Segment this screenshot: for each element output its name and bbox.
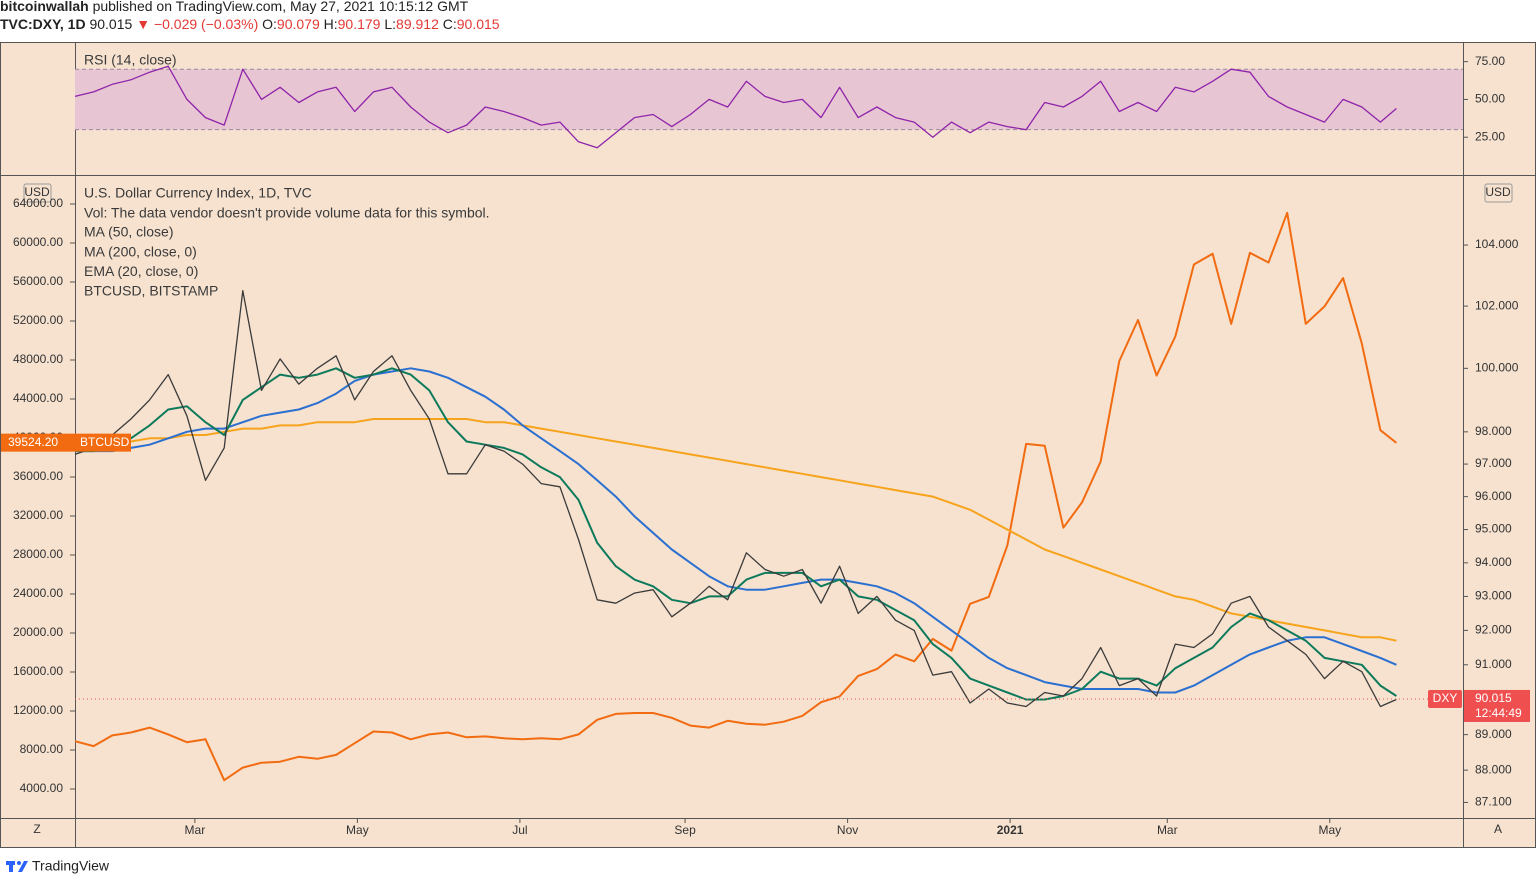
x-tick-label: Sep (674, 823, 696, 837)
series-tag-name: DXY (1433, 691, 1458, 705)
series-tag (1428, 689, 1462, 708)
symbol: TVC:DXY, 1D (0, 16, 86, 32)
quote-line: TVC:DXY, 1D 90.015 ▼ −0.029 (−0.03%) O:9… (0, 16, 500, 32)
series-line (74, 211, 1398, 782)
y2-tick-label: 60000.00 (13, 235, 63, 249)
price-tag (1464, 689, 1530, 722)
y2-tick-label: 44000.00 (13, 391, 63, 405)
y2-tick-label: 24000.00 (13, 586, 63, 600)
unit-box (1484, 183, 1513, 203)
unit-label: USD (1485, 185, 1511, 199)
legend-entry: BTCUSD, BITSTAMP (84, 283, 218, 299)
price-tag-name: BTCUSD (80, 435, 130, 449)
unit-label: USD (24, 185, 50, 199)
y-tick-label: 89.000 (1475, 727, 1512, 741)
y-tick-label: 94.000 (1475, 555, 1512, 569)
y-tick-label: 92.000 (1475, 623, 1512, 637)
published: published on TradingView.com, May 27, 20… (93, 0, 469, 14)
series-line (75, 367, 1397, 701)
y-tick-label: 95.000 (1475, 522, 1512, 536)
y2-tick-label: 4000.00 (20, 781, 64, 795)
y-tick-label: 96.000 (1475, 489, 1512, 503)
y2-tick-label: 56000.00 (13, 274, 63, 288)
y-tick-label: 91.000 (1475, 657, 1512, 671)
last: 90.015 (89, 16, 132, 32)
logo-part (17, 861, 21, 865)
high-label: H: (324, 16, 338, 32)
direction: ▼ (136, 16, 150, 32)
low-label: L: (384, 16, 396, 32)
y-tick-label: 98.000 (1475, 424, 1512, 438)
x-tick-label: May (346, 823, 369, 837)
logo-part (18, 861, 28, 872)
chart-title: U.S. Dollar Currency Index, 1D, TVC (84, 185, 312, 201)
y-tick-label: 50.00 (1475, 92, 1505, 106)
legend-entry: MA (50, close) (84, 224, 173, 240)
author: bitcoinwallah (0, 0, 89, 14)
y-tick-label: 25.00 (1475, 129, 1505, 143)
axis-button[interactable]: A (1494, 822, 1502, 836)
y2-tick-label: 28000.00 (13, 547, 63, 561)
brand-logo (6, 861, 28, 872)
logo-part (9, 861, 13, 872)
legend-entry: MA (200, close, 0) (84, 243, 197, 259)
low: 89.912 (396, 16, 439, 32)
y2-tick-label: 48000.00 (13, 352, 63, 366)
y-tick-label: 93.000 (1475, 589, 1512, 603)
y-tick-label: 97.000 (1475, 456, 1512, 470)
change: −0.029 (−0.03%) (154, 16, 258, 32)
x-tick-label: Jul (512, 823, 527, 837)
high: 90.179 (338, 16, 381, 32)
axis-button[interactable]: Z (33, 822, 40, 836)
y-tick-label: 88.000 (1475, 762, 1512, 776)
open-label: O: (262, 16, 277, 32)
price-tag-value: 39524.20 (8, 435, 58, 449)
rsi-line (74, 65, 1397, 149)
x-tick-label: Mar (1157, 823, 1178, 837)
open: 90.079 (277, 16, 320, 32)
y2-tick-label: 52000.00 (13, 313, 63, 327)
publish-line: bitcoinwallah published on TradingView.c… (0, 0, 469, 14)
y2-tick-label: 64000.00 (13, 196, 63, 210)
y2-tick-label: 20000.00 (13, 625, 63, 639)
y-tick-label: 104.000 (1475, 237, 1519, 251)
price-tag-value: 90.015 (1475, 691, 1512, 705)
y-tick-label: 87.100 (1475, 795, 1512, 809)
series-line (75, 418, 1397, 642)
x-tick-label: Mar (185, 823, 206, 837)
series-line (74, 290, 1397, 708)
x-tick-label: May (1318, 823, 1341, 837)
x-tick-label: 2021 (997, 823, 1024, 837)
y-tick-label: 75.00 (1475, 54, 1505, 68)
unit-box (23, 183, 52, 203)
chart-background (0, 42, 1536, 848)
y-tick-label: 102.000 (1475, 298, 1519, 312)
close-label: C: (443, 16, 457, 32)
brand: TradingView (32, 858, 110, 874)
price-tag (1, 433, 131, 452)
rsi-band (75, 69, 1463, 130)
rsi-title: RSI (14, close) (84, 52, 177, 68)
countdown: 12:44:49 (1475, 706, 1522, 720)
y2-tick-label: 8000.00 (20, 742, 64, 756)
legend-entry: EMA (20, close, 0) (84, 263, 198, 279)
x-tick-label: Nov (837, 823, 858, 837)
close: 90.015 (457, 16, 500, 32)
plot-area (74, 211, 1398, 782)
y-tick-label: 100.000 (1475, 361, 1519, 375)
y2-tick-label: 36000.00 (13, 469, 63, 483)
chart-note: Vol: The data vendor doesn't provide vol… (84, 205, 490, 221)
y2-tick-label: 16000.00 (13, 664, 63, 678)
y2-tick-label: 12000.00 (13, 703, 63, 717)
y2-tick-label: 32000.00 (13, 508, 63, 522)
